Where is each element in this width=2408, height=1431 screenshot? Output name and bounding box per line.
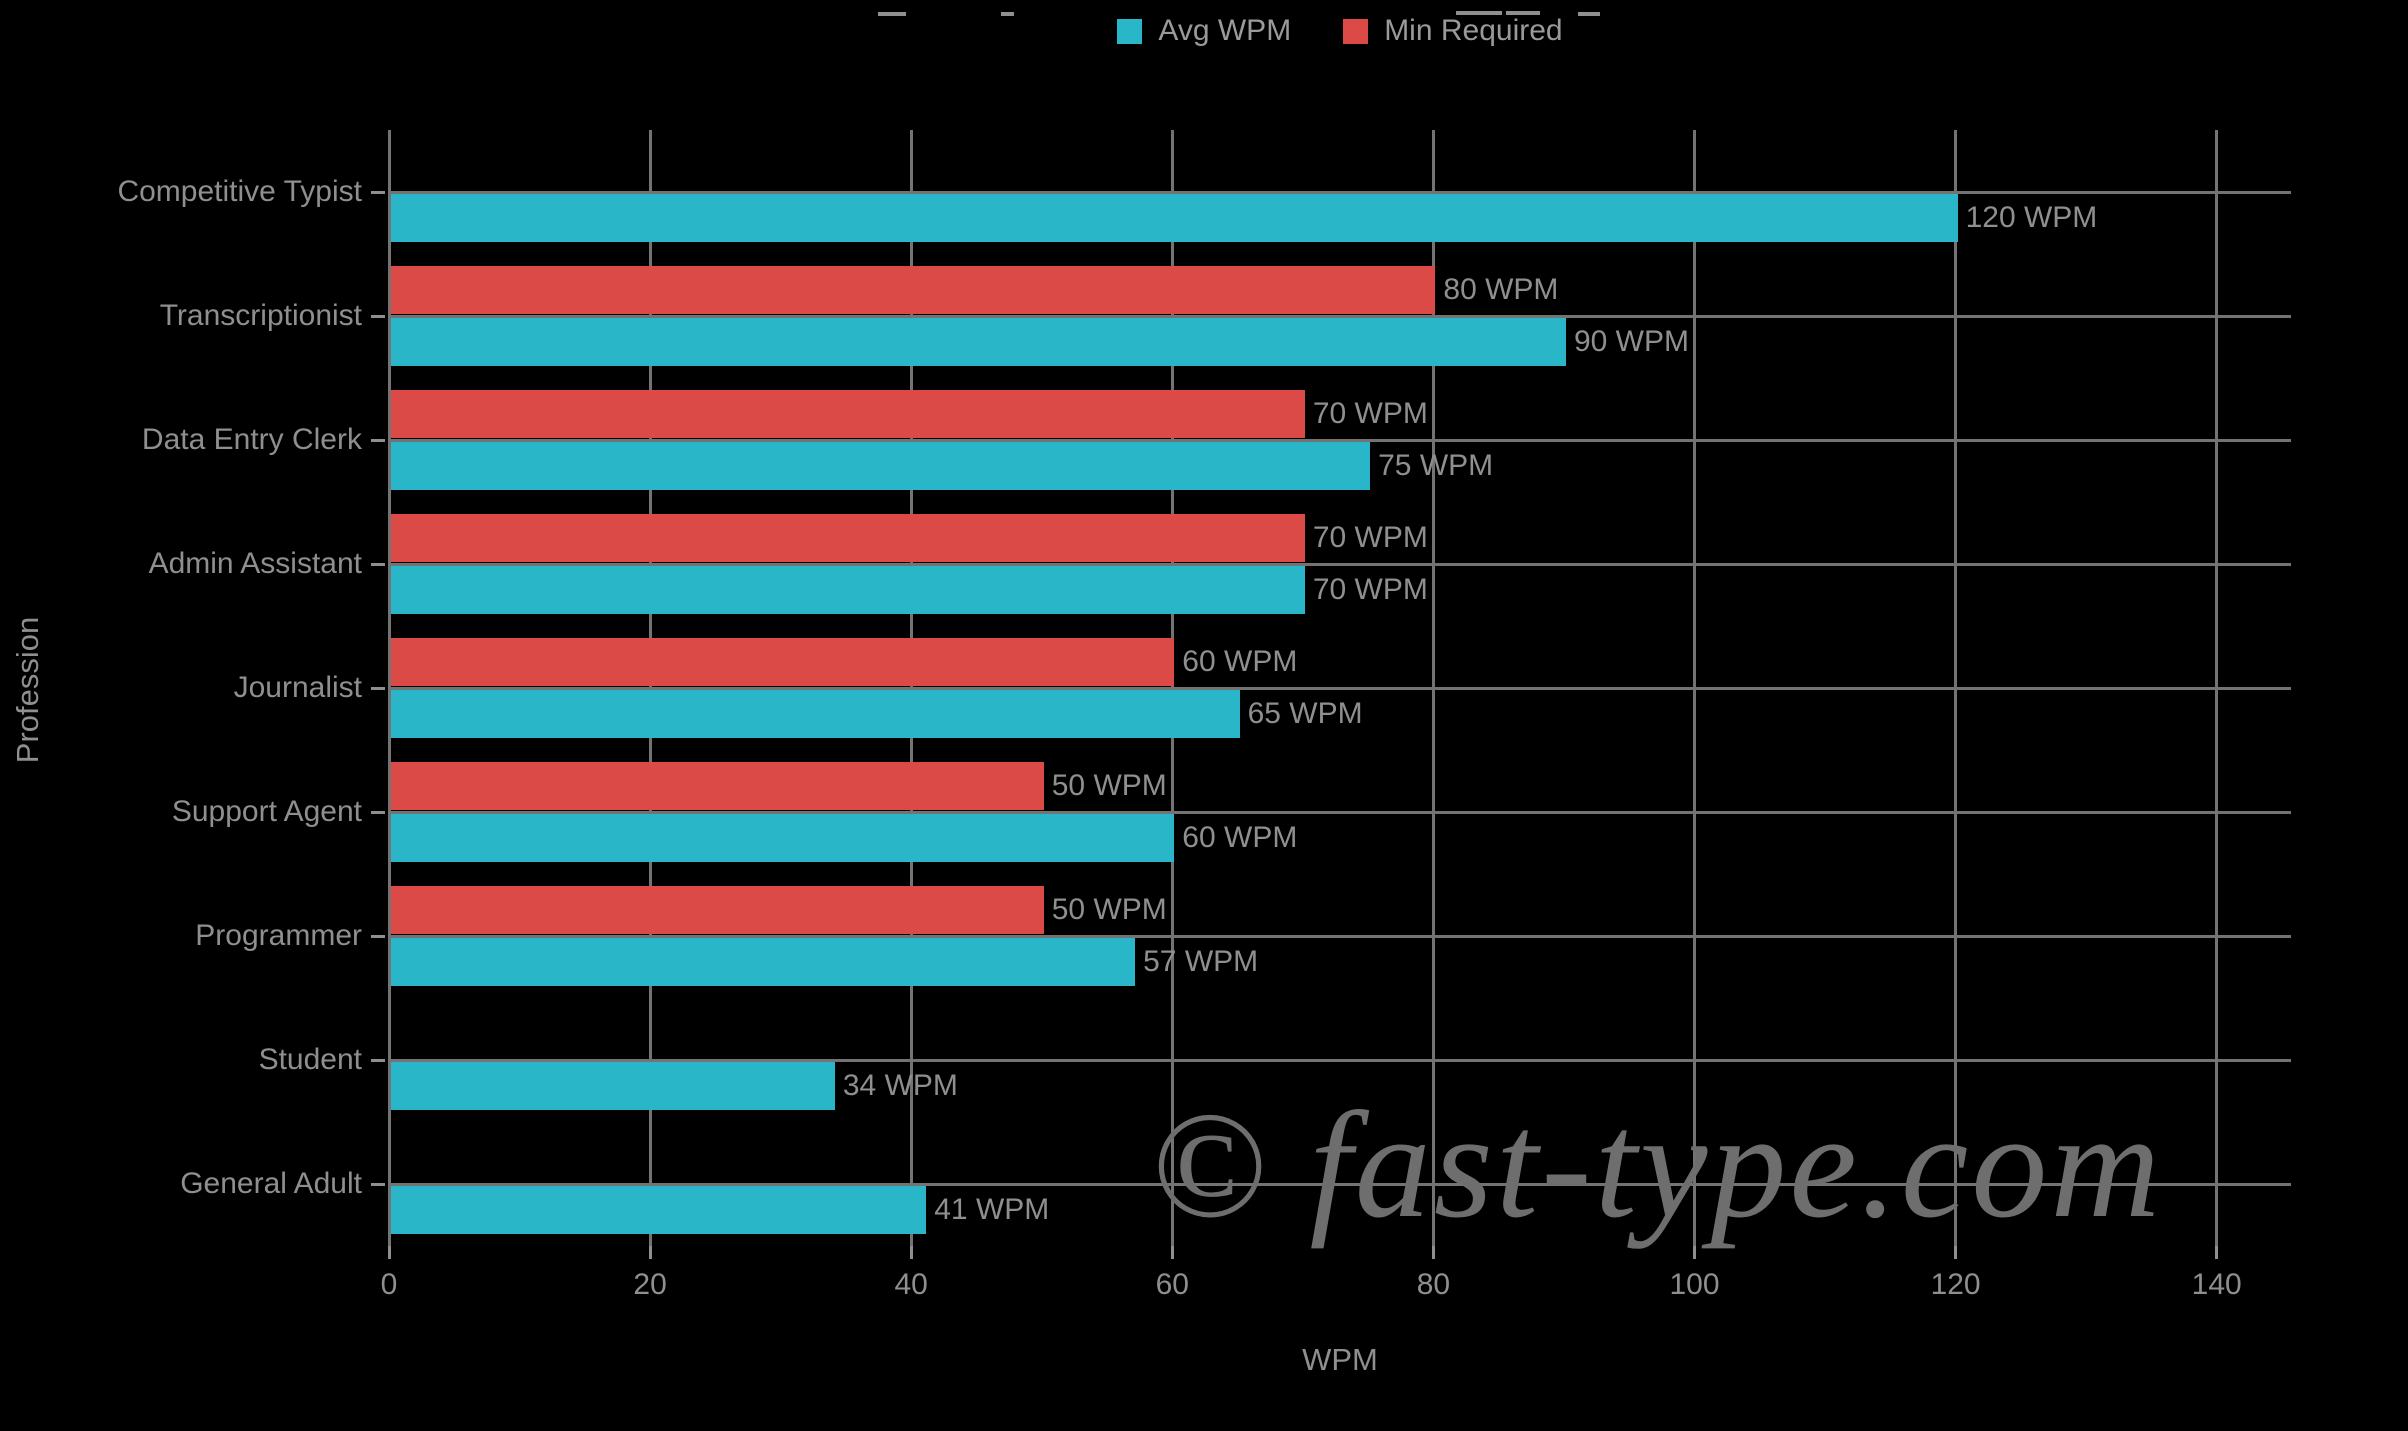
y-gridline [389,1058,2291,1062]
bar-min-required[interactable] [391,266,1436,314]
y-gridline [389,562,2291,566]
x-tick-label: 80 [1416,1268,1451,1301]
bar-min-required[interactable] [391,638,1175,686]
clipped-title-fragment [1456,11,1502,15]
bar-avg-wpm[interactable] [391,938,1136,986]
bar-value-label: 70 WPM [1312,521,1428,554]
y-tick-mark [371,438,385,442]
bar-value-label: 90 WPM [1573,325,1689,358]
bar-avg-wpm[interactable] [391,1186,927,1234]
clipped-title-fragment [897,12,906,16]
x-tick-label: 100 [1669,1268,1720,1301]
bar-min-required[interactable] [391,762,1044,810]
y-tick-mark [371,562,385,566]
x-tick-mark [1954,1246,1958,1259]
bar-value-label: 65 WPM [1247,697,1363,730]
legend-item-avg-wpm[interactable]: Avg WPM [1117,14,1291,48]
bar-min-required[interactable] [391,514,1305,562]
y-tick-mark [371,190,385,194]
x-tick-mark [1431,1246,1435,1259]
y-tick-label: Transcriptionist [159,299,362,332]
legend-label-avg-wpm: Avg WPM [1158,14,1292,47]
y-gridline [389,1182,2291,1186]
y-tick-mark [371,1182,385,1186]
bar-value-label: 60 WPM [1182,645,1298,678]
y-gridline [389,686,2291,690]
x-tick-mark [648,1246,652,1259]
x-tick-mark [387,1246,391,1259]
x-tick-label: 60 [1155,1268,1189,1301]
y-gridline [389,934,2291,938]
y-tick-mark [371,810,385,814]
x-tick-label: 40 [894,1268,928,1301]
x-tick-mark [909,1246,913,1259]
bar-value-label: 75 WPM [1378,449,1494,482]
y-gridline [389,190,2291,194]
y-tick-mark [371,314,385,318]
bar-value-label: 120 WPM [1965,201,2098,234]
bar-value-label: 60 WPM [1182,821,1298,854]
bar-value-label: 50 WPM [1051,769,1167,802]
bar-avg-wpm[interactable] [391,690,1240,738]
legend-swatch-avg-wpm-icon [1117,18,1143,44]
y-gridline [389,314,2291,318]
y-gridline [389,810,2291,814]
y-tick-label: Admin Assistant [148,547,362,580]
bar-min-required[interactable] [391,390,1305,438]
bar-value-label: 34 WPM [842,1069,958,1102]
bar-avg-wpm[interactable] [391,814,1175,862]
legend-item-min-required[interactable]: Min Required [1343,14,1563,48]
bar-min-required[interactable] [391,886,1044,934]
y-tick-label: General Adult [180,1167,362,1200]
x-tick-label: 140 [2191,1268,2242,1301]
bar-value-label: 70 WPM [1312,397,1428,430]
x-tick-label: 20 [633,1268,667,1301]
bar-value-label: 50 WPM [1051,893,1167,926]
y-tick-label: Student [258,1043,362,1076]
y-tick-mark [371,934,385,938]
clipped-title-fragment [1001,12,1014,16]
x-tick-mark [1693,1246,1696,1259]
y-tick-mark [371,686,385,690]
y-tick-label: Support Agent [171,795,362,828]
y-tick-label: Competitive Typist [117,175,362,208]
watermark: © fast-type.com [1150,1081,2164,1249]
x-tick-mark [1170,1246,1174,1259]
clipped-title-fragment [1506,11,1540,15]
bar-value-label: 41 WPM [934,1193,1050,1226]
clipped-title-fragment [878,12,904,16]
x-axis-title: WPM [1302,1342,1378,1377]
bar-avg-wpm[interactable] [391,318,1566,366]
bar-avg-wpm[interactable] [391,1062,835,1110]
y-tick-label: Data Entry Clerk [141,423,362,456]
x-tick-mark [2215,1246,2219,1259]
bar-value-label: 57 WPM [1143,945,1259,978]
bar-avg-wpm[interactable] [391,442,1371,490]
x-tick-label: 120 [1930,1268,1981,1301]
bar-avg-wpm[interactable] [391,566,1305,614]
bar-value-label: 70 WPM [1312,573,1428,606]
x-tick-label: 0 [380,1268,398,1301]
clipped-title-fragment [1578,12,1600,16]
y-tick-label: Journalist [233,671,362,704]
y-tick-label: Programmer [195,919,362,952]
legend: Avg WPM Min Required [389,14,2291,48]
y-tick-mark [371,1058,385,1062]
legend-swatch-min-required-icon [1343,18,1369,44]
y-gridline [389,438,2291,442]
bar-avg-wpm[interactable] [391,194,1958,242]
legend-label-min-required: Min Required [1384,14,1563,47]
bar-value-label: 80 WPM [1443,273,1559,306]
